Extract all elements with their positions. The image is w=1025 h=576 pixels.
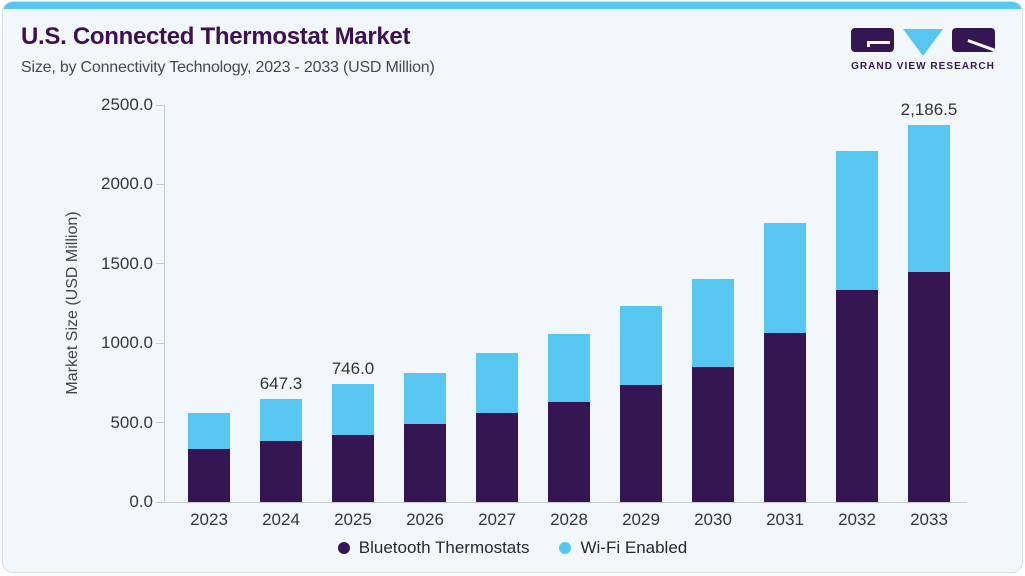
- bar-segment-wifi: [908, 125, 950, 273]
- y-tick-mark: [156, 422, 164, 424]
- bar-2027: [476, 352, 518, 502]
- x-tick-label: 2024: [262, 510, 300, 529]
- data-label-2025: 746.0: [331, 358, 375, 378]
- bar-2028: [548, 334, 590, 502]
- bar-segment-wifi: [692, 278, 734, 368]
- legend-dot-icon: [559, 542, 572, 554]
- bar-segment-bluetooth: [836, 289, 878, 502]
- bar-segment-wifi: [476, 352, 518, 413]
- data-label-2033: 2,186.5: [900, 100, 958, 120]
- bar-segment-bluetooth: [692, 367, 734, 502]
- legend-item: Bluetooth Thermostats: [337, 538, 530, 558]
- logo-brand-text: GRAND VIEW RESEARCH: [851, 61, 995, 72]
- chart-title: U.S. Connected Thermostat Market: [21, 23, 411, 50]
- logo-v-triangle-icon: [903, 29, 943, 56]
- x-tick-label: 2030: [694, 510, 732, 529]
- bar-segment-wifi: [260, 399, 302, 442]
- bar-segment-wifi: [548, 334, 590, 402]
- bar-segment-wifi: [764, 222, 806, 333]
- logo-r-block-icon: [952, 28, 995, 52]
- bar-2031: [764, 222, 806, 502]
- legend-label: Bluetooth Thermostats: [358, 538, 530, 557]
- bar-segment-wifi: [620, 306, 662, 385]
- data-label-2024: 647.3: [259, 374, 303, 394]
- x-tick-label: 2026: [406, 510, 444, 529]
- x-tick-label: 2028: [550, 510, 588, 529]
- top-accent-bar: [3, 2, 1022, 9]
- y-tick-label: 0.0: [129, 492, 153, 511]
- bar-segment-bluetooth: [908, 272, 950, 502]
- bar-segment-bluetooth: [476, 412, 518, 502]
- bar-2033: [908, 125, 950, 502]
- plot-area: 0.0 500.0 1000.0 1500.0 2000.0 2500.0 2023 2024…: [101, 95, 967, 529]
- x-tick-label: 2027: [478, 510, 516, 529]
- bar-2025: [332, 383, 374, 502]
- y-tick-label: 2000.0: [101, 174, 153, 194]
- x-tick-label: 2029: [622, 510, 660, 529]
- bar-segment-wifi: [836, 151, 878, 290]
- bar-segment-wifi: [332, 383, 374, 435]
- bar-segment-bluetooth: [260, 441, 302, 502]
- bar-segment-wifi: [404, 373, 446, 425]
- bar-segment-bluetooth: [620, 384, 662, 502]
- bar-2026: [404, 373, 446, 502]
- bar-segment-wifi: [188, 412, 230, 449]
- y-tick-mark: [156, 183, 164, 185]
- bar-2030: [692, 278, 734, 502]
- bar-2023: [188, 412, 230, 502]
- y-axis-title: Market Size (USD Million): [64, 211, 81, 395]
- y-tick-label: 1000.0: [101, 333, 153, 353]
- bar-segment-bluetooth: [188, 448, 230, 502]
- bar-2029: [620, 306, 662, 502]
- logo-gvr-mark: [851, 28, 995, 56]
- x-tick-label: 2031: [766, 510, 804, 529]
- legend-label: Wi-Fi Enabled: [580, 538, 688, 557]
- x-tick-label: 2033: [910, 510, 948, 529]
- legend-dot-icon: [337, 542, 350, 554]
- y-tick-mark: [156, 104, 164, 106]
- bar-segment-bluetooth: [764, 332, 806, 502]
- y-tick-label: 500.0: [110, 412, 153, 432]
- y-tick-label: 2500.0: [101, 95, 153, 114]
- legend-item: Wi-Fi Enabled: [559, 538, 687, 558]
- x-tick-label: 2025: [334, 510, 372, 529]
- bar-segment-bluetooth: [332, 434, 374, 502]
- bar-2024: [260, 399, 302, 502]
- chart-legend: Bluetooth Thermostats Wi-Fi Enabled: [3, 538, 1022, 558]
- bar-2032: [836, 151, 878, 502]
- x-tick-label: 2032: [838, 510, 876, 529]
- y-tick-label: 1500.0: [101, 253, 153, 273]
- chart-subtitle: Size, by Connectivity Technology, 2023 -…: [21, 59, 435, 76]
- bar-segment-bluetooth: [404, 424, 446, 502]
- x-tick-label: 2023: [190, 510, 228, 529]
- bar-segment-bluetooth: [548, 401, 590, 502]
- logo-g-block-icon: [851, 28, 894, 52]
- y-tick-mark: [156, 342, 164, 344]
- y-tick-mark: [156, 501, 164, 503]
- grand-view-research-logo: GRAND VIEW RESEARCH: [851, 28, 995, 72]
- y-tick-mark: [156, 263, 164, 265]
